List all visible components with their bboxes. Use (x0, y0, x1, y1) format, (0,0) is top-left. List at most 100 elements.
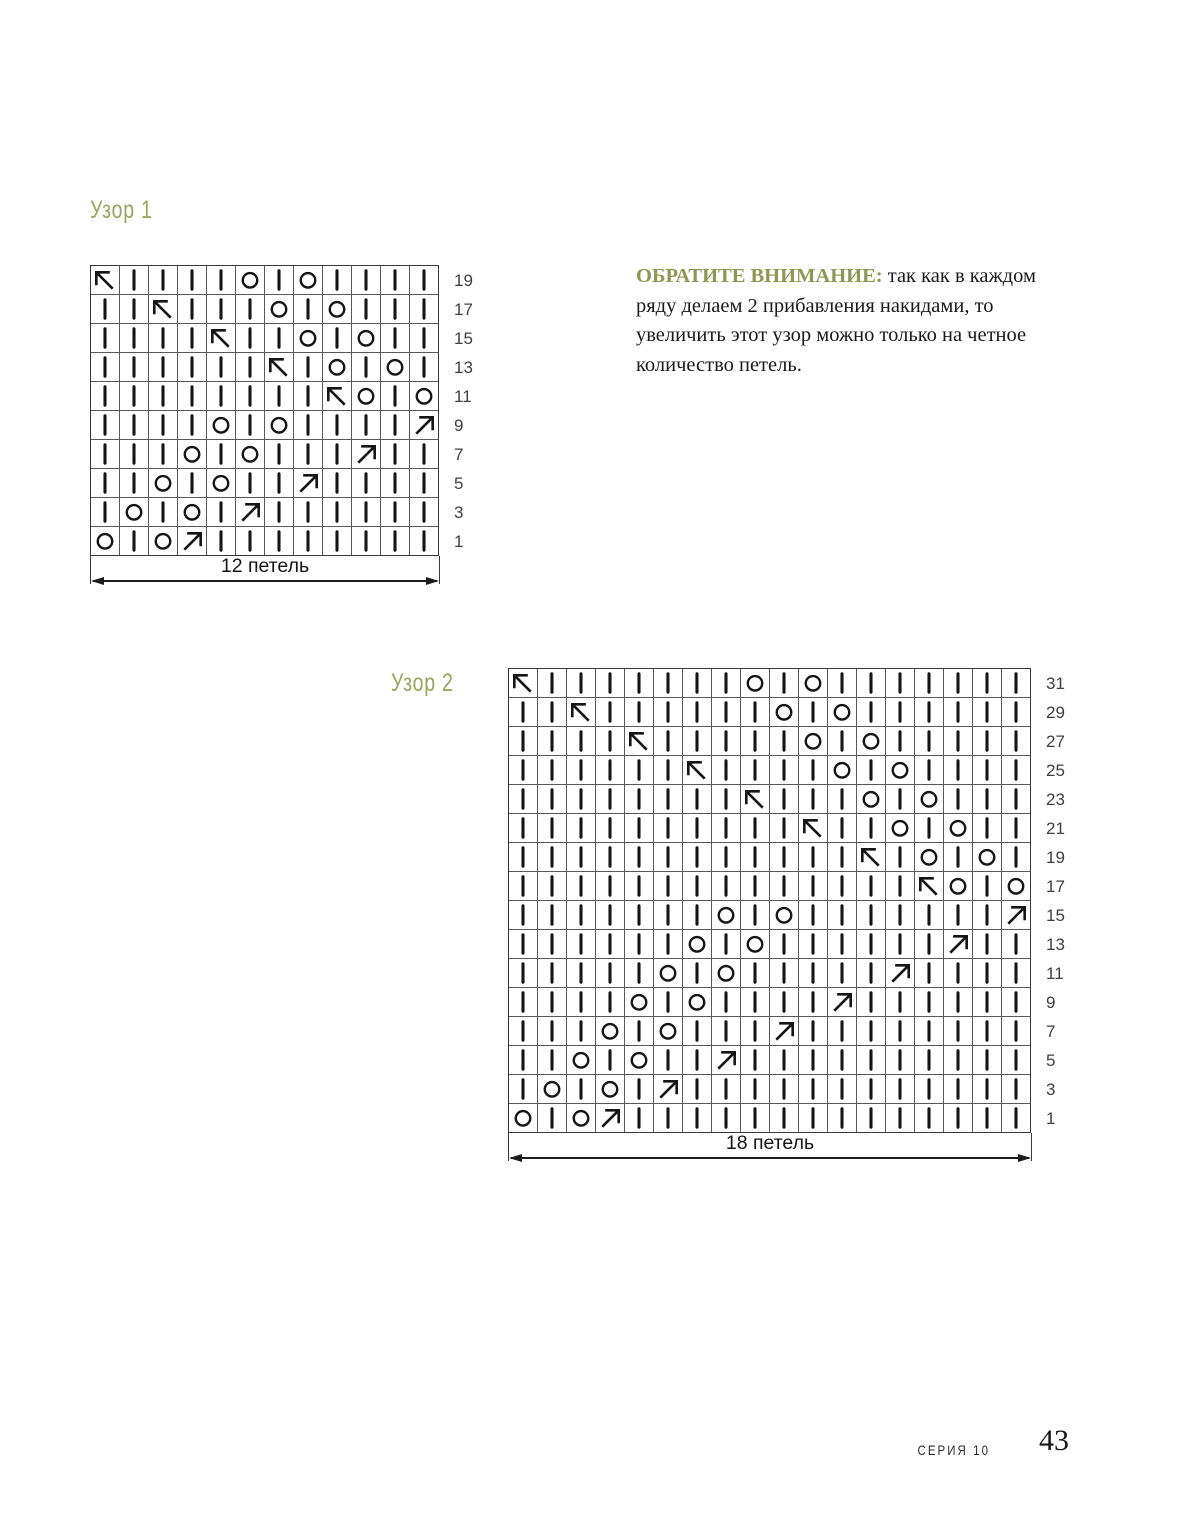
knit-icon (608, 875, 612, 897)
decrease-right-icon (357, 444, 376, 464)
chart-cell (973, 669, 1001, 697)
knit-icon (161, 501, 165, 523)
chart-cell (828, 756, 856, 784)
chart-cell (712, 1075, 740, 1103)
chart-cell (915, 872, 943, 900)
knit-icon (579, 846, 583, 868)
knit-icon (811, 1107, 815, 1129)
knit-icon (811, 846, 815, 868)
decrease-left-icon (327, 386, 346, 406)
knit-icon (637, 1078, 641, 1100)
chart-cell (381, 440, 409, 468)
knit-icon (753, 962, 757, 984)
chart-cell (596, 756, 624, 784)
knit-icon (956, 788, 960, 810)
knit-icon (132, 298, 136, 320)
knit-icon (898, 1078, 902, 1100)
knit-icon (637, 672, 641, 694)
knit-icon (753, 846, 757, 868)
chart-cell (1002, 1075, 1030, 1103)
knit-icon (782, 991, 786, 1013)
knit-icon (103, 472, 107, 494)
decrease-left-icon (629, 731, 648, 751)
note-heading: ОБРАТИТЕ ВНИМАНИЕ: (636, 265, 883, 287)
chart-cell (294, 353, 322, 381)
yarn-over-icon (862, 790, 880, 808)
knit-icon (898, 991, 902, 1013)
chart-cell (410, 266, 438, 294)
yarn-over-icon (949, 877, 967, 895)
knit-icon (1014, 962, 1018, 984)
width-arrow (91, 576, 439, 585)
chart-cell (857, 843, 885, 871)
chart-cell (973, 1046, 1001, 1074)
chart-cell (741, 872, 769, 900)
knit-icon (103, 327, 107, 349)
knit-icon (724, 701, 728, 723)
chart-cell (712, 959, 740, 987)
chart-cell (178, 527, 206, 555)
chart-cell (625, 814, 653, 842)
knit-icon (927, 701, 931, 723)
knit-icon (306, 414, 310, 436)
knit-icon (956, 1049, 960, 1071)
knit-icon (579, 672, 583, 694)
knit-icon (956, 846, 960, 868)
chart-cell (712, 1104, 740, 1132)
chart-cell (799, 698, 827, 726)
row-number: 7 (1046, 1022, 1056, 1041)
knit-icon (695, 846, 699, 868)
chart-cell (683, 756, 711, 784)
chart-cell (207, 295, 235, 323)
knit-icon (521, 962, 525, 984)
chart-cell (654, 785, 682, 813)
chart-cell (207, 498, 235, 526)
knit-icon (132, 530, 136, 552)
decrease-left-icon (95, 270, 114, 290)
chart-cell (567, 785, 595, 813)
knit-icon (695, 1020, 699, 1042)
chart-cell (857, 930, 885, 958)
chart-cell (857, 727, 885, 755)
chart-cell (509, 727, 537, 755)
chart-cell (944, 814, 972, 842)
knit-icon (393, 298, 397, 320)
knit-icon (666, 933, 670, 955)
yarn-over-icon (328, 358, 346, 376)
chart-cell (973, 727, 1001, 755)
chart-cell (294, 411, 322, 439)
chart-cell (712, 756, 740, 784)
knit-icon (132, 356, 136, 378)
knit-icon (637, 904, 641, 926)
chart-cell (654, 814, 682, 842)
chart-cell (509, 1017, 537, 1045)
knit-icon (306, 501, 310, 523)
chart-cell (915, 727, 943, 755)
yarn-over-icon (1007, 877, 1025, 895)
chart-cell (538, 669, 566, 697)
chart-cell (538, 988, 566, 1016)
chart-cell (828, 727, 856, 755)
knit-icon (550, 759, 554, 781)
chart-cell (973, 698, 1001, 726)
knit-icon (103, 298, 107, 320)
knit-icon (393, 530, 397, 552)
chart-cell (973, 814, 1001, 842)
knit-icon (335, 530, 339, 552)
chart-cell (799, 988, 827, 1016)
chart-cell (538, 1017, 566, 1045)
knit-icon (364, 298, 368, 320)
chart-cell (567, 756, 595, 784)
knit-icon (161, 443, 165, 465)
knit-icon (335, 443, 339, 465)
knit-icon (695, 730, 699, 752)
chart-cell (236, 266, 264, 294)
chart-cell (323, 411, 351, 439)
knit-icon (956, 759, 960, 781)
knit-icon (869, 1020, 873, 1042)
chart-cell (509, 901, 537, 929)
stitch-count-bracket: 12 петель (90, 555, 440, 585)
knit-icon (103, 356, 107, 378)
chart-cell (683, 698, 711, 726)
chart-cell (886, 843, 914, 871)
